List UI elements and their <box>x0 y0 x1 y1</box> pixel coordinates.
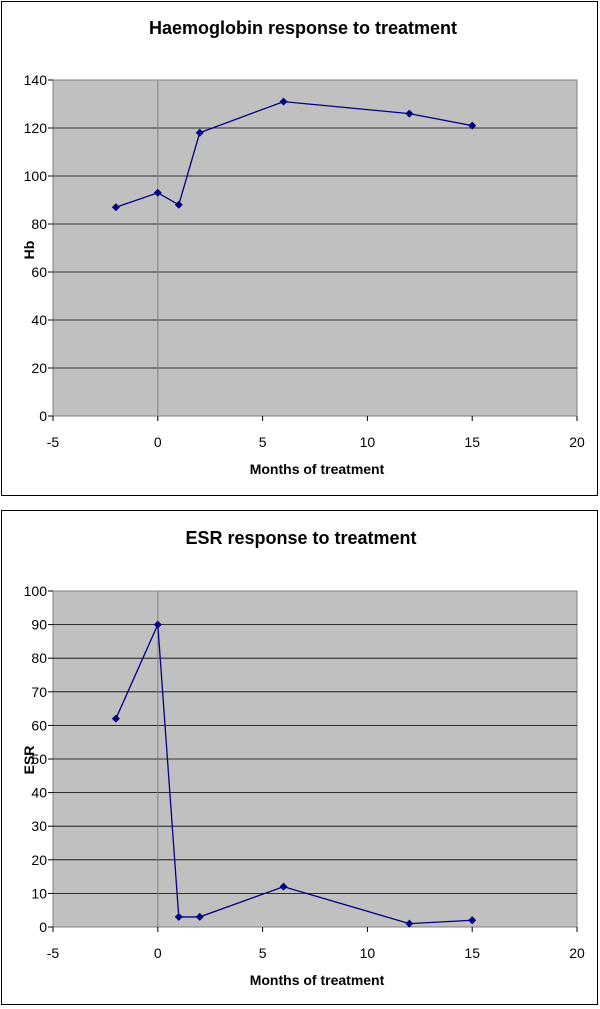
esr-data-point <box>174 912 183 921</box>
hb-y-axis-label: Hb <box>21 241 37 260</box>
esr-x-tick-label: 20 <box>569 945 585 961</box>
hb-x-tick-label: 10 <box>360 434 376 450</box>
esr-y-tick-label: 100 <box>24 583 48 599</box>
hb-data-point <box>111 203 120 212</box>
hb-y-tick-label: 140 <box>24 72 48 88</box>
hb-data-point <box>279 97 288 106</box>
esr-y-axis-label: ESR <box>21 746 37 775</box>
esr-data-point <box>468 916 477 925</box>
hb-chart-panel: Haemoglobin response to treatment 0 20 40 6… <box>1 1 598 496</box>
esr-y-tick-label: 90 <box>31 617 47 633</box>
hb-chart-title: Haemoglobin response to treatment <box>149 18 457 38</box>
esr-y-tick-label: 80 <box>31 650 47 666</box>
hb-y-tick-label: 60 <box>31 264 47 280</box>
hb-y-tick-label: 0 <box>39 408 47 424</box>
hb-data-point <box>153 188 162 197</box>
esr-chart: ESR response to treatment 01020304050607… <box>21 528 585 988</box>
hb-plot-background <box>52 79 578 417</box>
esr-x-tick-label: 15 <box>464 945 480 961</box>
esr-x-axis-label: Months of treatment <box>250 972 385 988</box>
hb-x-axis-label: Months of treatment <box>250 461 385 477</box>
esr-data-point <box>153 620 162 629</box>
hb-data-point <box>468 121 477 130</box>
esr-data-point <box>195 912 204 921</box>
hb-data-point <box>405 109 414 118</box>
esr-data-point <box>111 714 120 723</box>
esr-y-tick-label: 30 <box>31 818 47 834</box>
esr-x-tick-label: 5 <box>259 945 267 961</box>
esr-x-tick-label: 0 <box>154 945 162 961</box>
esr-chart-panel: ESR response to treatment 0 10 20 30 40 50 60 7… <box>1 510 598 1005</box>
hb-data-point <box>174 200 183 209</box>
hb-x-tick-label: 20 <box>569 434 585 450</box>
hb-x-tick-label: 15 <box>464 434 480 450</box>
esr-y-tick-label: 10 <box>31 885 47 901</box>
hb-x-tick-label: 5 <box>259 434 267 450</box>
esr-y-tick-label: 70 <box>31 684 47 700</box>
esr-y-tick-label: 50 <box>31 751 47 767</box>
hb-x-tick-label: 0 <box>154 434 162 450</box>
esr-y-tick-label: 20 <box>31 852 47 868</box>
esr-y-tick-label: 0 <box>39 919 47 935</box>
esr-data-point <box>279 882 288 891</box>
esr-y-tick-label: 40 <box>31 785 47 801</box>
esr-chart-title: ESR response to treatment <box>185 528 416 548</box>
hb-x-tick-label: -5 <box>47 434 60 450</box>
esr-data-point <box>405 919 414 928</box>
hb-y-tick-label: 100 <box>24 168 48 184</box>
hb-y-tick-label: 120 <box>24 120 48 136</box>
hb-data-point <box>195 128 204 137</box>
esr-y-tick-label: 60 <box>31 717 47 733</box>
esr-x-tick-label: 10 <box>360 945 376 961</box>
hb-y-tick-label: 20 <box>31 360 47 376</box>
hb-y-tick-label: 80 <box>31 216 47 232</box>
esr-x-tick-label: -5 <box>47 945 60 961</box>
hb-chart: Haemoglobin response to treatment 0 20 40 6… <box>21 18 585 477</box>
hb-y-tick-label: 40 <box>31 312 47 328</box>
